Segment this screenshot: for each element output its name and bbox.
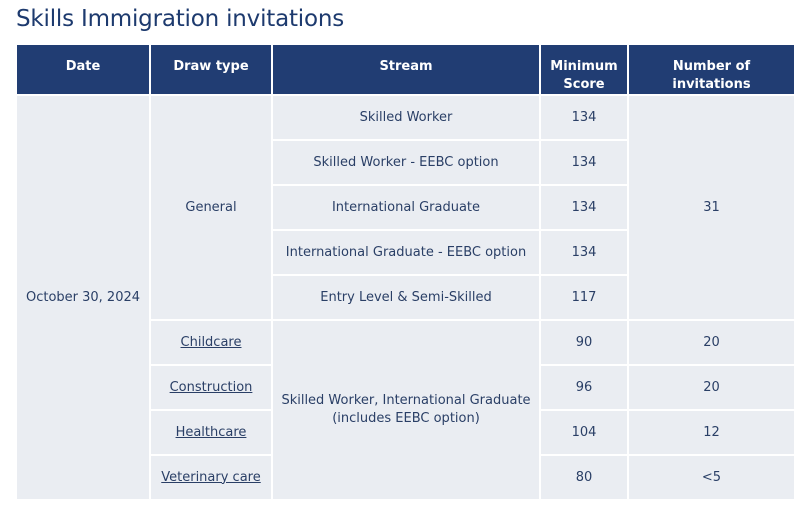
table-row: Healthcare 104 12 (17, 411, 794, 454)
table-row: Construction 96 20 (17, 366, 794, 409)
score-cell: 134 (541, 186, 627, 229)
table-row: International Graduate 134 (17, 186, 794, 229)
stream-cell: Entry Level & Semi-Skilled (273, 276, 539, 319)
header-draw-type: Draw type (151, 45, 271, 94)
invitations-general: 31 (629, 96, 794, 319)
invitations-cell: 20 (629, 366, 794, 409)
stream-cell: Skilled Worker (273, 96, 539, 139)
construction-link[interactable]: Construction (169, 379, 253, 395)
header-date: Date (17, 45, 149, 94)
draw-type-healthcare: Healthcare (151, 411, 271, 454)
page-title: Skills Immigration invitations (16, 6, 345, 32)
score-cell: 117 (541, 276, 627, 319)
table-row: October 30, 2024 General Skilled Worker … (17, 96, 794, 499)
stream-cell: Skilled Worker - EEBC option (273, 141, 539, 184)
table-row: International Graduate - EEBC option 134 (17, 231, 794, 274)
table-row: Childcare Skilled Worker, International … (17, 321, 794, 499)
header-invitations: Number of invitations (629, 45, 794, 94)
score-cell: 134 (541, 231, 627, 274)
draw-type-general: General (151, 96, 271, 319)
invitations-cell: 12 (629, 411, 794, 454)
score-cell: 96 (541, 366, 627, 409)
table-row: Veterinary care 80 <5 (17, 456, 794, 499)
score-cell: 80 (541, 456, 627, 499)
healthcare-link[interactable]: Healthcare (175, 424, 247, 440)
stream-cell: International Graduate (273, 186, 539, 229)
childcare-link[interactable]: Childcare (180, 334, 242, 350)
draw-type-construction: Construction (151, 366, 271, 409)
header-minimum-score: Minimum Score (541, 45, 627, 94)
table-header-row: Date Draw type Stream Minimum Score Numb… (17, 45, 794, 94)
draw-type-veterinary-care: Veterinary care (151, 456, 271, 499)
table-row: Skilled Worker - EEBC option 134 (17, 141, 794, 184)
score-cell: 90 (541, 321, 627, 364)
date-cell: October 30, 2024 (17, 96, 149, 499)
invitations-table: Date Draw type Stream Minimum Score Numb… (15, 43, 796, 501)
draw-type-childcare: Childcare (151, 321, 271, 364)
invitations-cell: 20 (629, 321, 794, 364)
stream-cell: International Graduate - EEBC option (273, 231, 539, 274)
score-cell: 104 (541, 411, 627, 454)
invitations-cell: <5 (629, 456, 794, 499)
header-stream: Stream (273, 45, 539, 94)
score-cell: 134 (541, 96, 627, 139)
score-cell: 134 (541, 141, 627, 184)
table-row: Entry Level & Semi-Skilled 117 (17, 276, 794, 319)
stream-targeted: Skilled Worker, International Graduate (… (273, 321, 539, 499)
veterinary-care-link[interactable]: Veterinary care (161, 469, 261, 485)
